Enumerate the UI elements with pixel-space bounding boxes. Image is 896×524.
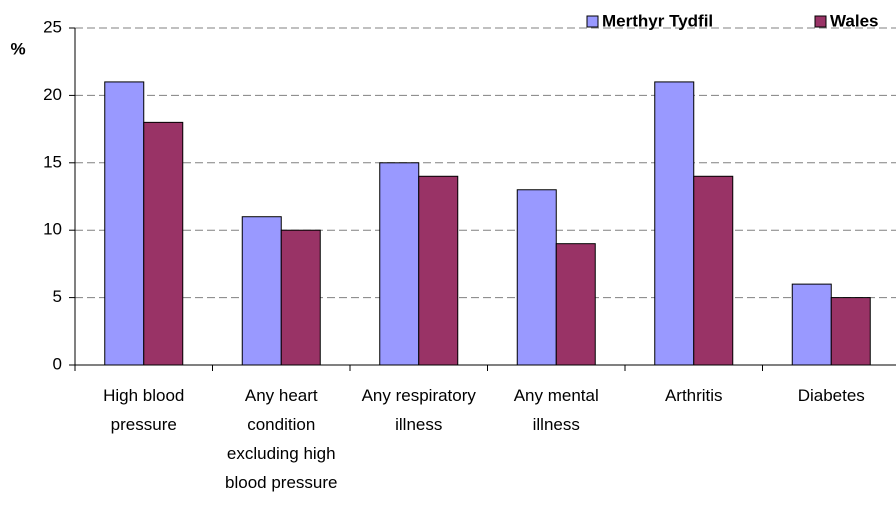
bar	[418, 175, 459, 366]
y-tick-label: 0	[53, 354, 62, 373]
bar	[104, 81, 145, 366]
x-tick-label: Any respiratory illness	[361, 386, 476, 434]
x-tick-label: Diabetes	[797, 386, 865, 405]
y-tick-label: 15	[43, 152, 62, 171]
bar	[280, 229, 321, 366]
bar	[516, 189, 557, 366]
y-tick-label: 5	[53, 287, 62, 306]
bar	[555, 243, 596, 366]
bar	[830, 297, 871, 366]
bar	[379, 162, 420, 366]
bar	[241, 216, 282, 366]
y-tick-label: 20	[43, 85, 62, 104]
bar	[693, 175, 734, 366]
y-tick-label: 25	[43, 17, 62, 36]
x-tick-label: High blood pressure	[103, 386, 185, 434]
y-tick-label: 10	[43, 220, 62, 239]
legend-label: Wales	[830, 11, 879, 30]
bar	[143, 121, 184, 366]
x-tick-label: Any heart condition excluding high blood…	[225, 386, 338, 492]
x-tick-label: Any mental illness	[513, 386, 599, 434]
bar	[654, 81, 695, 366]
legend-label: Merthyr Tydfil	[602, 11, 713, 30]
y-axis-label: %	[10, 39, 25, 58]
legend-swatch	[586, 15, 599, 28]
bar	[791, 283, 832, 366]
x-tick-label: Arthritis	[664, 386, 723, 405]
legend-swatch	[814, 15, 827, 28]
